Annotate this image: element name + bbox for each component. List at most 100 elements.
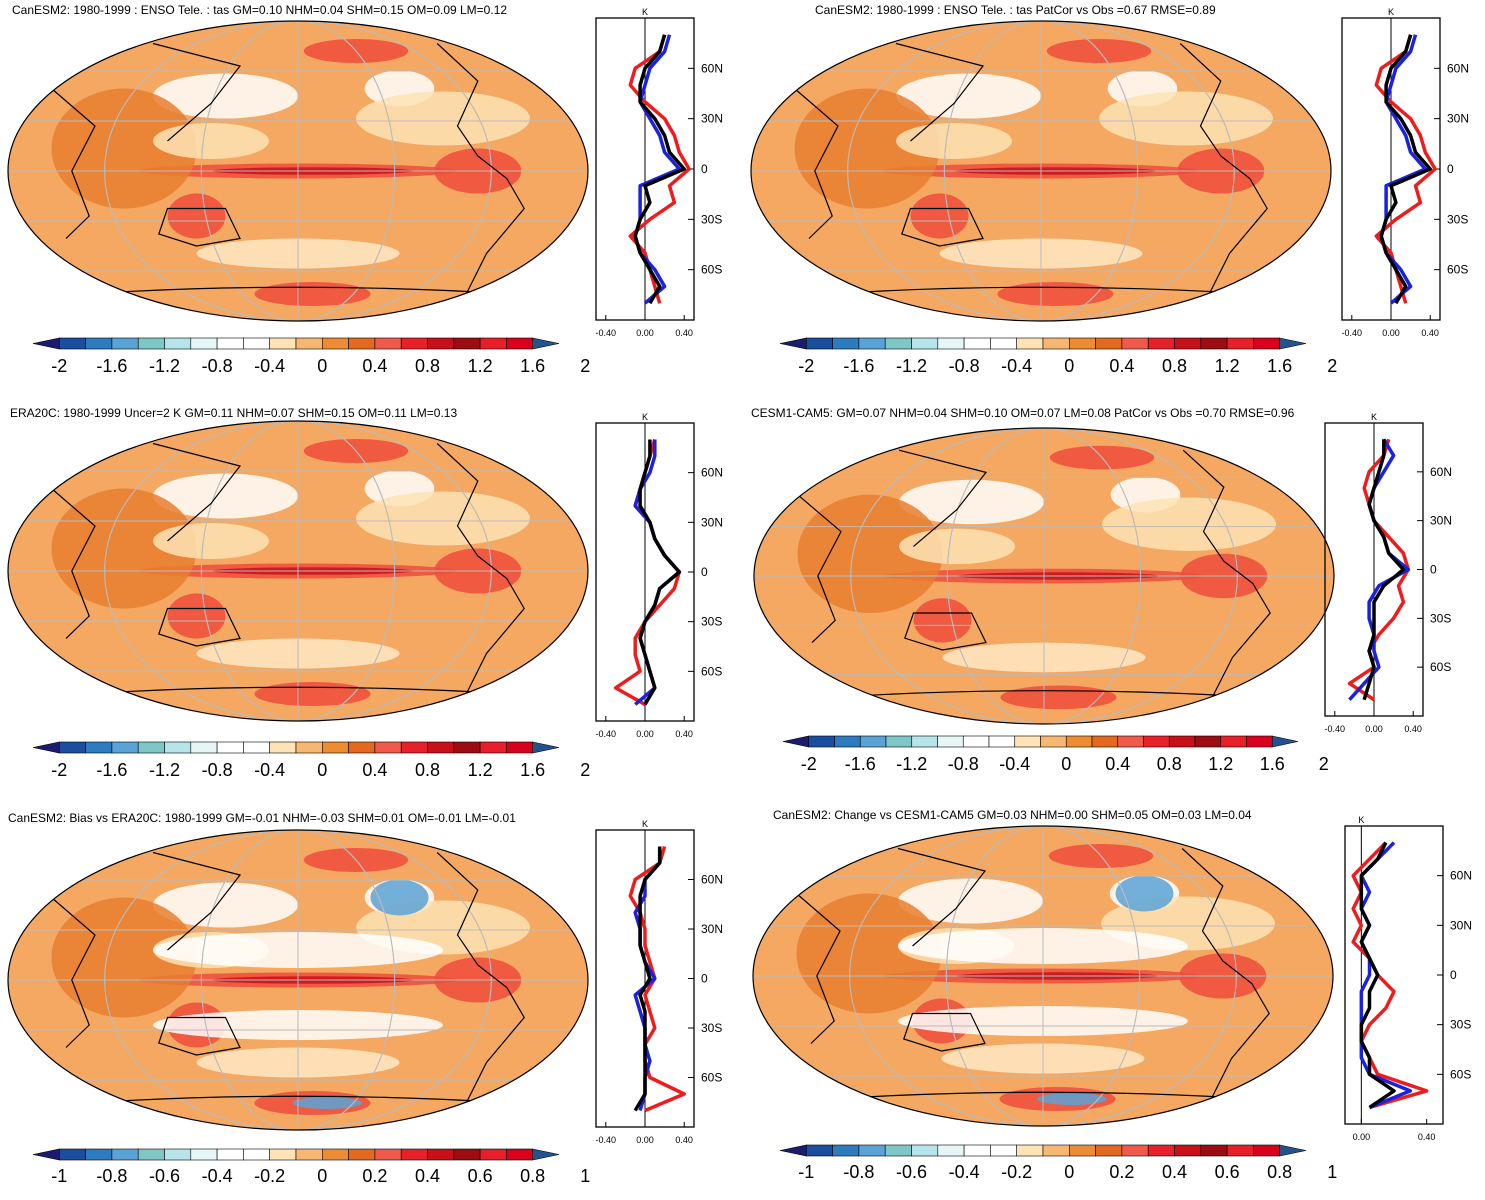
x-tick-label: 0.00	[636, 328, 654, 338]
colorbar-tick-label: -1.6	[96, 760, 127, 780]
colorbar-tick-label: -0.2	[254, 1166, 285, 1186]
colorbar-tick-label: 2	[580, 760, 590, 780]
zonal-mean-plot: K 60N 30N 0 30S 60S -0.40 0.00 0.40	[595, 412, 723, 739]
latitude-tick-label: 30N	[1430, 514, 1452, 528]
colorbar: -1 -0.8 -0.6 -0.4 -0.2 0 0.2 0.4 0.6 0.8 1	[779, 1144, 1337, 1182]
colorbar-tick-label: -1	[51, 1166, 67, 1186]
colorbar-tick-label: 0.8	[415, 760, 440, 780]
x-tick-label: 0.00	[1382, 328, 1400, 338]
colorbar: -2 -1.6 -1.2 -0.8 -0.4 0 0.4 0.8 1.2 1.6 2	[32, 337, 590, 376]
panel-era20c: -2 -1.6 -1.2 -0.8 -0.4 0 0.4 0.8 1.2 1.6 2 K 60N 30N 0…	[0, 395, 740, 785]
x-tick-label: 0.40	[1418, 1132, 1436, 1142]
colorbar-tick-label: -0.4	[254, 760, 285, 780]
panel-svg: -2 -1.6 -1.2 -0.8 -0.4 0 0.4 0.8 1.2 1.6 2K60N30N0…	[750, 7, 1469, 376]
colorbar-tick-label: 0.4	[1105, 754, 1130, 774]
colorbar-tick-label: -0.4	[1001, 356, 1032, 376]
colorbar-tick-label: 0.4	[1109, 356, 1134, 376]
latitude-tick-label: 0	[1450, 968, 1457, 982]
map-gridlines	[8, 21, 588, 321]
colorbar-tick-label: 1	[1327, 1162, 1337, 1182]
panel-canesm2-patcor: -2 -1.6 -1.2 -0.8 -0.4 0 0.4 0.8 1.2 1.6 2 K 60N 30N 0…	[745, 0, 1485, 390]
latitude-tick-label: 30N	[701, 922, 723, 936]
colorbar-tick-label: 0.6	[468, 1166, 493, 1186]
colorbar-tick-label: 0.4	[362, 760, 387, 780]
x-tick-label: -0.40	[1325, 724, 1346, 734]
panel-title: CanESM2: 1980-1999 : ENSO Tele. : tas Pa…	[815, 3, 1216, 17]
colorbar-tick-label: 0	[317, 1166, 327, 1186]
latitude-tick-label: 0	[701, 565, 708, 579]
colorbar-tick-label: -1.2	[149, 760, 180, 780]
panel-svg: -2 -1.6 -1.2 -0.8 -0.4 0 0.4 0.8 1.2 1.6 2K60N30N0…	[7, 7, 723, 376]
latitude-tick-label: 60N	[701, 61, 723, 75]
zonal-series-line-blue	[1348, 438, 1411, 701]
panel-title: CanESM2: Bias vs ERA20C: 1980-1999 GM=-0…	[8, 811, 516, 825]
colorbar-tick-label: -0.8	[202, 356, 233, 376]
panel-title: CESM1-CAM5: GM=0.07 NHM=0.04 SHM=0.10 OM…	[751, 406, 1295, 420]
world-map	[752, 825, 1334, 1127]
latitude-tick-label: 60N	[1447, 61, 1469, 75]
colorbar-tick-label: -2	[51, 356, 67, 376]
panel-svg: -2 -1.6 -1.2 -0.8 -0.4 0 0.4 0.8 1.2 1.6 2K60N30N0…	[753, 412, 1452, 774]
colorbar-tick-label: -0.4	[999, 754, 1030, 774]
panel-cesm1-cam5: -2 -1.6 -1.2 -0.8 -0.4 0 0.4 0.8 1.2 1.6 2 K 60N 30N 0…	[745, 395, 1485, 785]
x-tick-label: -0.40	[596, 328, 617, 338]
latitude-tick-label: 60N	[701, 466, 723, 480]
zonal-unit-label: K	[642, 819, 648, 829]
world-map	[7, 829, 589, 1131]
colorbar-tick-label: -2	[51, 760, 67, 780]
latitude-tick-label: 30S	[701, 212, 722, 226]
latitude-tick-label: 60S	[701, 1071, 722, 1085]
x-tick-label: 0.00	[636, 729, 654, 739]
zonal-series-line-blue	[633, 846, 662, 1111]
zonal-series-line-black	[633, 846, 662, 1112]
zonal-mean-plot: K 60N 30N 0 30S 60S -0.40 0.00 0.40	[1341, 7, 1469, 338]
zonal-series-line-blue	[1359, 841, 1413, 1110]
latitude-tick-label: 60N	[701, 873, 723, 887]
zonal-unit-label: K	[1371, 412, 1377, 422]
x-tick-label: 0.40	[675, 729, 693, 739]
colorbar-tick-label: -0.8	[843, 1162, 874, 1182]
latitude-tick-label: 30N	[1447, 112, 1469, 126]
colorbar-tick-label: -0.4	[254, 356, 285, 376]
x-tick-label: 0.40	[675, 328, 693, 338]
zonal-series-line-red	[628, 846, 686, 1113]
colorbar-tick-label: -1.2	[149, 356, 180, 376]
colorbar-tick-label: -0.8	[202, 760, 233, 780]
world-map	[7, 420, 589, 722]
latitude-tick-label: 60S	[1447, 263, 1468, 277]
x-tick-label: -0.40	[1342, 328, 1363, 338]
latitude-tick-label: 60N	[1450, 869, 1472, 883]
colorbar-tick-label: 0	[317, 760, 327, 780]
zonal-mean-plot: K 60N 30N 0 30S 60S -0.40 0.00 0.40	[595, 819, 723, 1145]
zonal-unit-label: K	[1388, 7, 1394, 17]
colorbar-tick-label: 1.2	[1215, 356, 1240, 376]
x-tick-label: 0.40	[1421, 328, 1439, 338]
colorbar-tick-label: -0.2	[1001, 1162, 1032, 1182]
colorbar-tick-label: 2	[580, 356, 590, 376]
colorbar: -2 -1.6 -1.2 -0.8 -0.4 0 0.4 0.8 1.2 1.6 2	[779, 337, 1337, 376]
colorbar-tick-label: 0.8	[1267, 1162, 1292, 1182]
panel-svg: -1 -0.8 -0.6 -0.4 -0.2 0 0.2 0.4 0.6 0.8 1 K 60N 30N 0…	[7, 819, 723, 1186]
latitude-tick-label: 60S	[1430, 660, 1451, 674]
colorbar-tick-label: 0	[1064, 356, 1074, 376]
latitude-tick-label: 30S	[701, 615, 722, 629]
colorbar-tick-label: -1.6	[845, 754, 876, 774]
latitude-tick-label: 30N	[701, 515, 723, 529]
colorbar-tick-label: -2	[798, 356, 814, 376]
colorbar: -2 -1.6 -1.2 -0.8 -0.4 0 0.4 0.8 1.2 1.6 2	[32, 741, 590, 780]
map-gridlines	[751, 21, 1331, 321]
colorbar-tick-label: 1.6	[520, 760, 545, 780]
colorbar-tick-label: 1.2	[468, 760, 493, 780]
colorbar-tick-label: -1.2	[896, 754, 927, 774]
world-map	[753, 427, 1335, 725]
colorbar-tick-label: 1	[580, 1166, 590, 1186]
latitude-tick-label: 0	[1447, 162, 1454, 176]
colorbar-tick-label: 0.2	[362, 1166, 387, 1186]
map-gridlines	[753, 826, 1333, 1126]
colorbar-tick-label: 0	[317, 356, 327, 376]
map-gridlines	[754, 428, 1334, 724]
x-tick-label: 0.00	[1353, 1132, 1371, 1142]
x-tick-label: 0.40	[1404, 724, 1422, 734]
colorbar: -2 -1.6 -1.2 -0.8 -0.4 0 0.4 0.8 1.2 1.6 2	[782, 735, 1329, 774]
panel-change-vs-cesm1: -1 -0.8 -0.6 -0.4 -0.2 0 0.2 0.4 0.6 0.8 1 K 60N 30N 0…	[745, 800, 1485, 1182]
